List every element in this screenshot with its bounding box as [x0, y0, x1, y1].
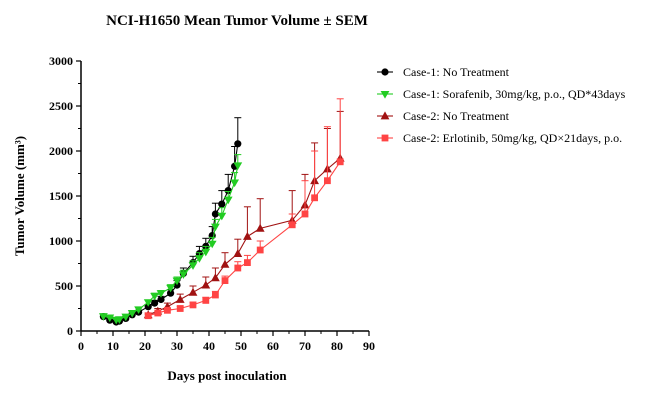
data-point — [207, 240, 217, 249]
data-point — [234, 140, 242, 148]
data-point — [156, 290, 166, 298]
data-point — [150, 292, 159, 301]
data-point — [288, 221, 296, 229]
data-point — [211, 210, 219, 218]
x-tick-label: 30 — [171, 339, 183, 353]
data-point — [164, 306, 171, 314]
series-4 — [144, 98, 344, 320]
legend-marker — [380, 91, 390, 99]
y-tick-label: 2000 — [49, 144, 73, 158]
data-point — [256, 246, 264, 254]
data-point — [144, 312, 152, 320]
data-point — [157, 295, 165, 304]
data-point — [212, 291, 219, 299]
legend-marker — [380, 111, 390, 120]
data-point — [166, 284, 175, 293]
data-point — [99, 313, 108, 321]
data-point — [188, 287, 198, 296]
legend-label: Case-1: Sorafenib, 30mg/kg, p.o., QD*43d… — [403, 87, 626, 101]
legend-item: Case-1: No Treatment — [377, 65, 510, 79]
data-point — [189, 301, 197, 309]
data-point — [121, 313, 131, 322]
data-point — [195, 255, 204, 263]
x-tick-label: 50 — [235, 339, 247, 353]
y-tick-label: 1000 — [49, 234, 73, 248]
data-point — [172, 277, 182, 286]
y-axis-title: Tumor Volume (mm³) — [12, 136, 27, 256]
x-axis-title: Days post inoculation — [167, 368, 287, 383]
data-point — [211, 273, 220, 282]
data-point — [223, 196, 233, 205]
y-tick-label: 2500 — [49, 99, 73, 113]
data-point — [201, 280, 211, 289]
axes: 0 500 1000 1500 2000 2500 3000 0 10 20 30 40 50 60 70 8… — [49, 54, 375, 353]
series-3 — [143, 110, 345, 319]
data-point — [233, 249, 243, 257]
data-point — [211, 223, 220, 232]
legend-label: Case-2: No Treatment — [403, 109, 510, 123]
legend-item: Case-2: Erlotinib, 50mg/kg, QD×21days, p… — [377, 131, 622, 145]
data-point — [218, 200, 226, 208]
legend-item: Case-1: Sorafenib, 30mg/kg, p.o., QD*43d… — [377, 87, 626, 101]
series-1 — [99, 117, 242, 326]
y-tick-label: 500 — [55, 279, 73, 293]
data-point — [167, 289, 175, 297]
series-2 — [99, 154, 243, 325]
data-point — [255, 223, 265, 232]
data-point — [127, 310, 137, 318]
series-line — [148, 161, 341, 317]
data-point — [234, 264, 242, 272]
data-point — [230, 179, 239, 188]
data-point — [224, 187, 232, 195]
legend-label: Case-2: Erlotinib, 50mg/kg, QD×21days, p… — [403, 131, 622, 145]
x-tick-label: 60 — [267, 339, 279, 353]
series-line — [148, 157, 341, 316]
data-point — [243, 231, 252, 240]
data-point — [202, 297, 210, 304]
x-tick-label: 70 — [299, 339, 311, 353]
data-point — [217, 212, 227, 221]
legend-item: Case-2: No Treatment — [377, 109, 510, 123]
data-point — [301, 210, 309, 218]
data-point — [175, 294, 185, 303]
x-tick-label: 90 — [363, 339, 375, 353]
chart-title: NCI-H1650 Mean Tumor Volume ± SEM — [106, 13, 368, 29]
legend-marker — [381, 134, 389, 142]
x-tick-label: 10 — [107, 339, 119, 353]
data-point — [154, 309, 162, 317]
data-point — [220, 259, 230, 268]
data-point — [115, 316, 124, 324]
x-tick-label: 80 — [331, 339, 343, 353]
data-point — [336, 158, 344, 166]
y-tick-label: 3000 — [49, 54, 73, 68]
x-tick-label: 20 — [139, 339, 151, 353]
legend: Case-1: No Treatment Case-1: Sorafenib, 3… — [377, 65, 626, 145]
data-point — [324, 177, 331, 185]
series-layer — [99, 98, 345, 326]
data-point — [311, 194, 318, 202]
data-point — [188, 262, 198, 270]
data-point — [105, 314, 115, 323]
x-tick-label: 40 — [203, 339, 215, 353]
y-tick-label: 1500 — [49, 189, 73, 203]
data-point — [221, 277, 229, 284]
legend-marker — [381, 68, 389, 76]
data-point — [233, 162, 243, 170]
data-point — [244, 259, 251, 266]
legend-label: Case-1: No Treatment — [403, 65, 510, 79]
data-point — [151, 299, 159, 307]
data-point — [143, 299, 153, 307]
y-tick-label: 0 — [67, 324, 73, 338]
data-point — [179, 271, 188, 279]
x-tick-label: 0 — [78, 339, 84, 353]
data-point — [201, 248, 211, 257]
data-point — [176, 305, 184, 312]
data-point — [134, 306, 143, 314]
